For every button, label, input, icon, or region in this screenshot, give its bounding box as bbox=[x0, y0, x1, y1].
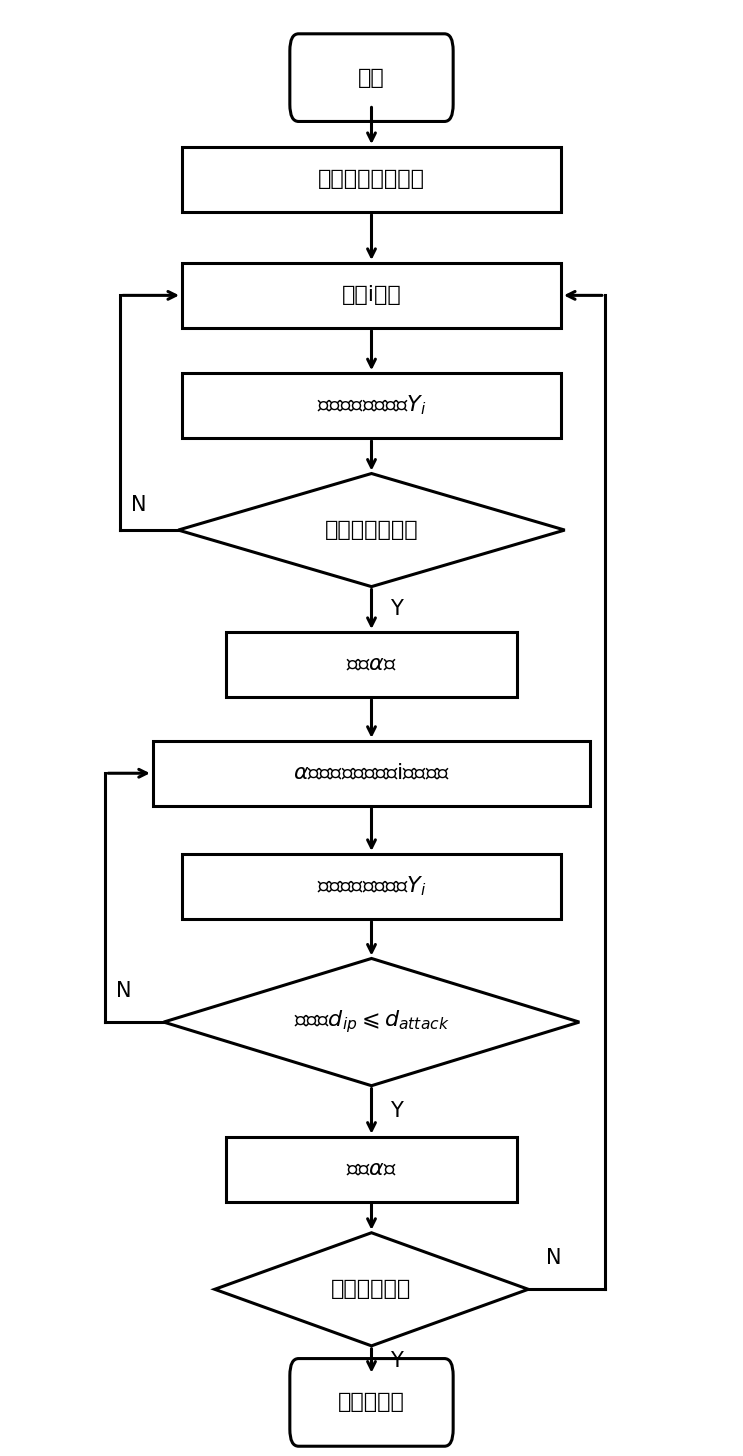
Text: N: N bbox=[117, 981, 132, 1000]
FancyBboxPatch shape bbox=[290, 33, 453, 121]
Text: 输出最优解: 输出最优解 bbox=[338, 1392, 405, 1412]
Bar bbox=[226, 632, 517, 697]
FancyBboxPatch shape bbox=[290, 1358, 453, 1446]
Text: 所有狼游走完毕: 所有狼游走完毕 bbox=[325, 520, 418, 540]
Polygon shape bbox=[178, 473, 565, 587]
Bar bbox=[226, 1137, 517, 1201]
Bar bbox=[182, 264, 561, 328]
Text: 灰狯i游走: 灰狯i游走 bbox=[342, 285, 401, 306]
Bar bbox=[182, 147, 561, 213]
Text: 调用定位算法计算$Y_i$: 调用定位算法计算$Y_i$ bbox=[317, 393, 426, 418]
Text: 更新$\alpha$狼: 更新$\alpha$狼 bbox=[346, 1159, 397, 1179]
Text: N: N bbox=[131, 495, 146, 514]
Text: Y: Y bbox=[390, 600, 403, 619]
Text: 调用定位算法计算$Y_i$: 调用定位算法计算$Y_i$ bbox=[317, 875, 426, 898]
Bar bbox=[153, 741, 590, 805]
Text: N: N bbox=[547, 1248, 562, 1268]
Text: Y: Y bbox=[390, 1351, 403, 1370]
Text: Y: Y bbox=[390, 1101, 403, 1121]
Text: 开始: 开始 bbox=[358, 67, 385, 87]
Polygon shape bbox=[215, 1233, 528, 1345]
Bar bbox=[182, 373, 561, 438]
Text: 所有狼$d_{ip}\leqslant d_{attack}$: 所有狼$d_{ip}\leqslant d_{attack}$ bbox=[293, 1009, 450, 1035]
Polygon shape bbox=[163, 958, 580, 1086]
Text: 更新$\alpha$狼: 更新$\alpha$狼 bbox=[346, 654, 397, 674]
Text: 算法与狼群初始化: 算法与狼群初始化 bbox=[318, 169, 425, 189]
Bar bbox=[182, 853, 561, 919]
Text: 满足终止条件: 满足终止条件 bbox=[331, 1280, 412, 1299]
Text: $\alpha$狼发出召唤，灰狯i围攻猎物: $\alpha$狼发出召唤，灰狯i围攻猎物 bbox=[293, 763, 450, 783]
